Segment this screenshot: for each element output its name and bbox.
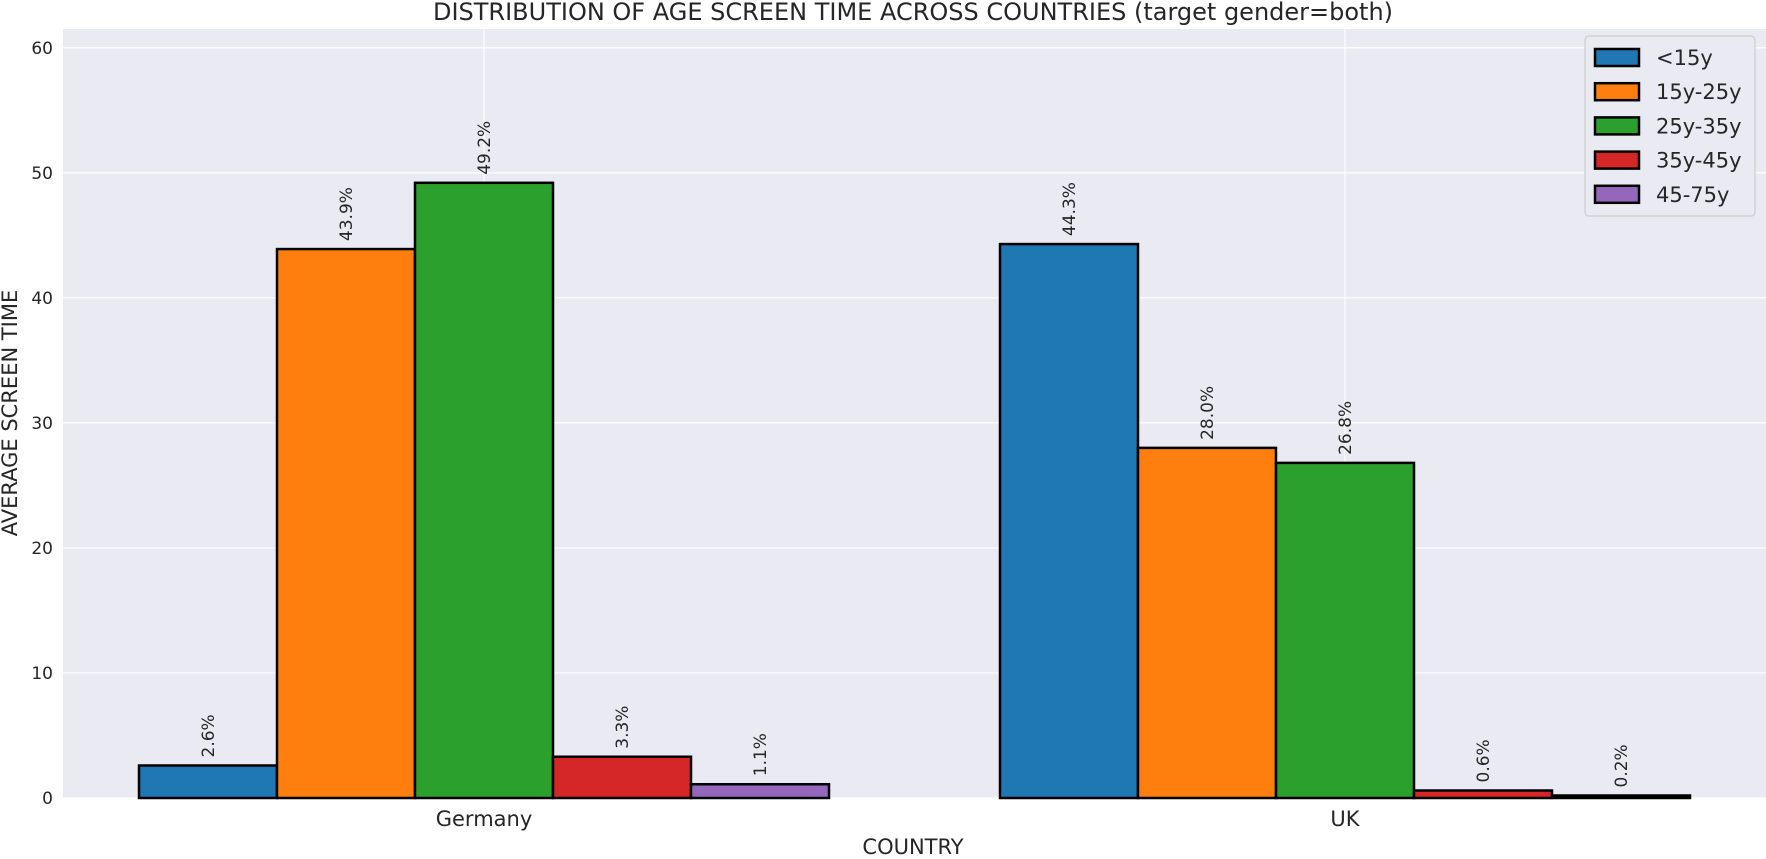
bar (1274, 461, 1416, 800)
y-tick-label: 50 (31, 164, 53, 184)
legend-label: 35y-45y (1656, 149, 1742, 173)
bar (998, 242, 1140, 800)
y-tick-label: 60 (31, 39, 53, 59)
bar (1550, 794, 1692, 800)
bar-value-label: 49.2% (475, 121, 495, 175)
legend-label: 25y-35y (1656, 114, 1742, 138)
y-tick-label: 20 (31, 539, 53, 559)
legend-box (1584, 35, 1756, 217)
bar-value-label: 0.6% (1474, 739, 1494, 782)
y-tick-label: 10 (31, 664, 53, 684)
bar-value-label: 0.2% (1612, 744, 1632, 787)
bar (413, 181, 555, 800)
bars (137, 181, 1692, 800)
legend-label: <15y (1656, 46, 1713, 70)
legend-swatch (1593, 150, 1641, 170)
y-tick-label: 0 (42, 789, 53, 809)
bar-value-label: 44.3% (1060, 182, 1080, 236)
y-tick-label: 40 (31, 289, 53, 309)
bar-value-label: 28.0% (1198, 386, 1218, 440)
y-ticks: 0 10 20 30 40 50 60 (31, 39, 53, 809)
legend-swatch (1593, 81, 1641, 102)
bar-value-label: 2.6% (199, 714, 219, 757)
bar (1136, 446, 1278, 800)
x-axis-label: COUNTRY (862, 835, 963, 859)
legend-label: 45-75y (1656, 183, 1729, 207)
y-tick-label: 30 (31, 414, 53, 434)
x-tick-label: Germany (436, 807, 533, 831)
bar (1412, 789, 1554, 800)
legend-label: 15y-25y (1656, 80, 1742, 104)
bar (137, 764, 279, 800)
bar (689, 782, 831, 800)
legend-swatch (1593, 47, 1641, 68)
chart-title: DISTRIBUTION OF AGE SCREEN TIME ACROSS C… (433, 0, 1393, 26)
bar (275, 247, 417, 800)
legend: <15y 15y-25y 25y-35y 35y-45y 45-75y (1584, 35, 1756, 217)
x-ticks: Germany UK (436, 807, 1361, 831)
bar-labels: 2.6% 44.3% 43.9% 28.0% 49.2% 26.8% 3.3% 0.6% 1.1… (199, 121, 1632, 788)
legend-swatch (1593, 184, 1641, 205)
bar-value-label: 26.8% (1336, 401, 1356, 455)
legend-swatch (1593, 116, 1641, 136)
bar (551, 755, 693, 800)
bar-value-label: 43.9% (337, 187, 357, 241)
y-axis-label: AVERAGE SCREEN TIME (0, 290, 22, 537)
bar-value-label: 1.1% (751, 733, 771, 776)
bar-value-label: 3.3% (613, 706, 633, 749)
x-tick-label: UK (1330, 807, 1360, 831)
